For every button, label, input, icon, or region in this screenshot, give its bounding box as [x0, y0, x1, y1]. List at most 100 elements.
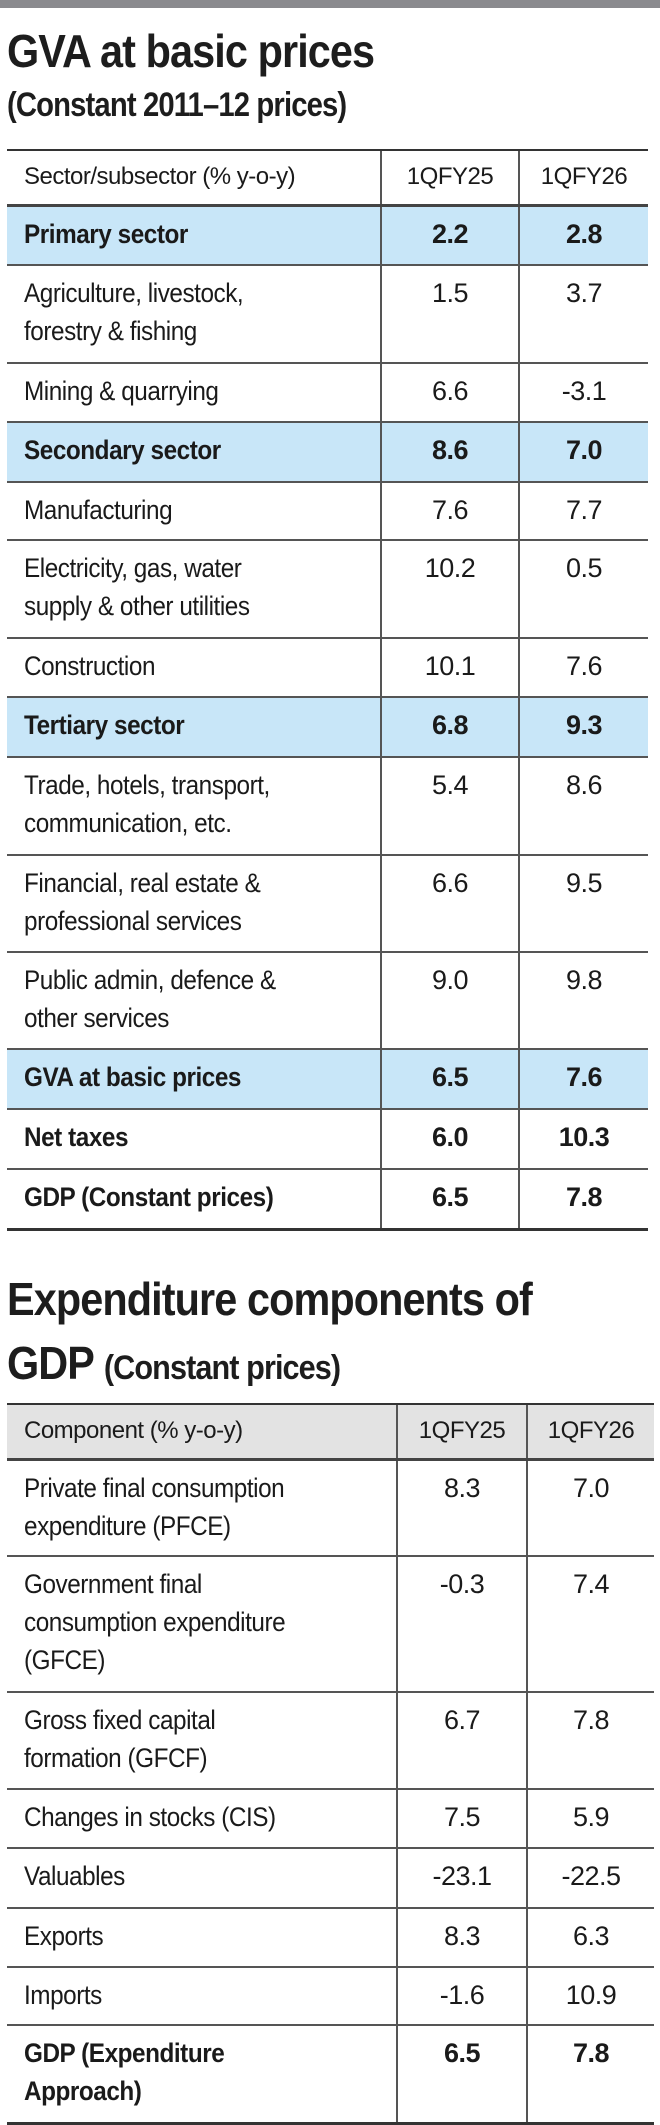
row-label-line: professional services: [24, 906, 242, 936]
row-label: GVA at basic prices: [7, 1048, 381, 1109]
table-row: Gross fixed capital formation (GFCF) 6.7 7.…: [7, 1691, 654, 1789]
row-label-line: Valuables: [24, 1861, 125, 1891]
row-label-line: (GFCE): [24, 1645, 105, 1675]
gva-table-subtitle: (Constant 2011–12 prices): [7, 86, 347, 124]
value-1qfy26: 8.6: [518, 756, 648, 855]
table-row: Financial, real estate & professional ser…: [7, 854, 648, 952]
table-row: GDP (Constant prices) 6.5 7.8: [7, 1168, 648, 1231]
value-1qfy26: 3.7: [518, 264, 648, 363]
row-label: Trade, hotels, transport, communication, …: [7, 756, 381, 855]
row-label-line: Imports: [24, 1980, 102, 2010]
row-label: Agriculture, livestock, forestry & fishin…: [7, 264, 381, 363]
table-row: Electricity, gas, water supply & other ut…: [7, 539, 648, 638]
row-label-line: Net taxes: [24, 1122, 129, 1152]
row-label: Primary sector: [7, 204, 381, 265]
expenditure-title-subtitle: (Constant prices): [103, 1349, 341, 1387]
value-1qfy26: 7.8: [526, 1691, 654, 1789]
value-1qfy25: 7.6: [380, 481, 519, 540]
value-1qfy26: 7.4: [526, 1555, 654, 1692]
value-1qfy25: 9.0: [380, 951, 519, 1049]
row-label-line: Private final consumption: [24, 1472, 285, 1503]
expenditure-title-gdp: GDP: [7, 1337, 94, 1389]
table-row: GDP (Expenditure Approach) 6.5 7.8: [7, 2024, 654, 2125]
top-rule: [0, 0, 660, 8]
row-label-line: Changes in stocks (CIS): [24, 1802, 276, 1832]
column-header-component: Component (% y-o-y): [7, 1403, 397, 1461]
row-label: Financial, real estate & professional ser…: [7, 854, 381, 952]
row-label: Valuables: [7, 1847, 397, 1908]
value-1qfy26: 7.0: [526, 1458, 654, 1556]
value-1qfy25: -23.1: [396, 1847, 527, 1908]
expenditure-table-title: Expenditure components of: [7, 1273, 533, 1325]
value-1qfy25: 8.6: [380, 421, 519, 482]
expenditure-table-title-line2: GDP (Constant prices): [7, 1336, 341, 1390]
row-label: GDP (Constant prices): [7, 1168, 381, 1231]
value-1qfy26: 9.5: [518, 854, 648, 952]
table-row: Private final consumption expenditure (PF…: [7, 1458, 654, 1556]
column-header-1qfy25: 1QFY25: [380, 149, 519, 207]
column-header-1qfy26: 1QFY26: [518, 149, 648, 207]
row-label-line: Public admin, defence &: [24, 965, 276, 995]
value-1qfy26: -3.1: [518, 362, 648, 422]
row-label-line: consumption expenditure: [24, 1607, 286, 1637]
value-1qfy25: 6.0: [380, 1108, 519, 1169]
value-1qfy26: 7.8: [518, 1168, 648, 1231]
value-1qfy25: 6.7: [396, 1691, 527, 1789]
row-label-line: formation (GFCF): [24, 1743, 208, 1773]
table-row: Secondary sector 8.6 7.0: [7, 421, 648, 482]
gva-table-header: Sector/subsector (% y-o-y) 1QFY25 1QFY26: [7, 149, 648, 207]
table-row: Imports -1.6 10.9: [7, 1966, 654, 2025]
row-label-line: communication, etc.: [24, 808, 232, 838]
row-label-line: forestry & fishing: [24, 316, 197, 346]
column-header-sector: Sector/subsector (% y-o-y): [7, 149, 381, 207]
expenditure-table-body: Private final consumption expenditure (PF…: [7, 1458, 654, 2125]
value-1qfy25: 2.2: [380, 204, 519, 265]
row-label: Electricity, gas, water supply & other ut…: [7, 539, 381, 638]
row-label-line: GVA at basic prices: [24, 1062, 241, 1092]
expenditure-table-header: Component (% y-o-y) 1QFY25 1QFY26: [7, 1403, 654, 1461]
value-1qfy25: -0.3: [396, 1555, 527, 1692]
table-row: Public admin, defence & other services 9.0…: [7, 951, 648, 1049]
value-1qfy25: 5.4: [380, 756, 519, 855]
value-1qfy25: 10.2: [380, 539, 519, 638]
row-label-line: GDP (Expenditure: [24, 2038, 225, 2068]
value-1qfy25: 6.5: [396, 2024, 527, 2125]
value-1qfy25: 6.6: [380, 854, 519, 952]
row-label: Tertiary sector: [7, 696, 381, 757]
table-row: Valuables -23.1 -22.5: [7, 1847, 654, 1908]
value-1qfy25: 1.5: [380, 264, 519, 363]
value-1qfy25: 10.1: [380, 637, 519, 697]
table-row: Primary sector 2.2 2.8: [7, 204, 648, 265]
value-1qfy25: 6.5: [380, 1168, 519, 1231]
value-1qfy26: 7.6: [518, 637, 648, 697]
value-1qfy25: 8.3: [396, 1907, 527, 1967]
expenditure-table: Component (% y-o-y) 1QFY25 1QFY26 Privat…: [7, 1403, 654, 2125]
value-1qfy25: -1.6: [396, 1966, 527, 2025]
table-row: Tertiary sector 6.8 9.3: [7, 696, 648, 757]
row-label: Public admin, defence & other services: [7, 951, 381, 1049]
row-label-line: Exports: [24, 1921, 104, 1951]
table-row: GVA at basic prices 6.5 7.6: [7, 1048, 648, 1109]
table-row: Mining & quarrying 6.6 -3.1: [7, 362, 648, 422]
value-1qfy26: 0.5: [518, 539, 648, 638]
row-label-line: GDP (Constant prices): [24, 1182, 274, 1212]
row-label: Government final consumption expenditure (…: [7, 1555, 397, 1692]
value-1qfy26: 2.8: [518, 204, 648, 265]
table-row: Manufacturing 7.6 7.7: [7, 481, 648, 540]
value-1qfy25: 7.5: [396, 1788, 527, 1848]
value-1qfy26: 10.9: [526, 1966, 654, 2025]
value-1qfy26: 5.9: [526, 1788, 654, 1848]
row-label: Mining & quarrying: [7, 362, 381, 422]
value-1qfy26: 7.0: [518, 421, 648, 482]
value-1qfy26: 7.7: [518, 481, 648, 540]
row-label: Gross fixed capital formation (GFCF): [7, 1691, 397, 1789]
row-label-line: Electricity, gas, water: [24, 553, 242, 583]
column-header-1qfy25: 1QFY25: [396, 1403, 527, 1461]
row-label-line: Gross fixed capital: [24, 1705, 216, 1735]
gva-table: Sector/subsector (% y-o-y) 1QFY25 1QFY26…: [7, 149, 648, 1231]
value-1qfy26: 9.8: [518, 951, 648, 1049]
row-label-line: Government final: [24, 1569, 202, 1599]
table-row: Changes in stocks (CIS) 7.5 5.9: [7, 1788, 654, 1848]
row-label: Manufacturing: [7, 481, 381, 540]
gva-table-title: GVA at basic prices: [7, 25, 375, 77]
